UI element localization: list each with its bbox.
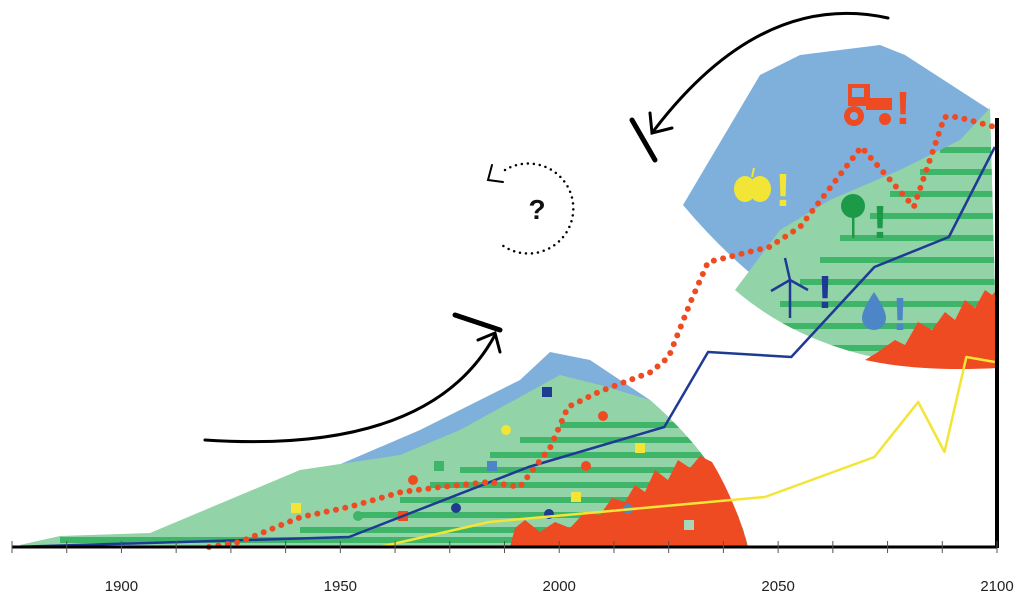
drop-icon: [862, 292, 886, 330]
icon-mark: !: [892, 288, 907, 340]
question-mark: ?: [528, 194, 545, 225]
blob-green: [20, 375, 748, 547]
series-line: [379, 355, 996, 549]
icon-mark: !: [817, 266, 832, 318]
x-tick-label: 2100: [980, 578, 1013, 595]
icon-mark: !: [872, 196, 887, 248]
turbine-icon: [770, 257, 809, 318]
apple-icon: [734, 167, 771, 202]
x-tick-label: 1900: [105, 578, 138, 595]
plot: [11, 114, 998, 550]
x-tick-label: 2000: [543, 578, 576, 595]
icon-mark: !: [895, 82, 910, 134]
arrows: [203, 11, 890, 444]
series-line: [11, 146, 996, 549]
series-line: [206, 114, 998, 550]
tree-icon: [841, 194, 865, 238]
icon-mark: !: [775, 164, 790, 216]
flame: [865, 290, 997, 369]
tractor-icon: [844, 84, 892, 126]
x-tick-label: 2050: [761, 578, 794, 595]
x-tick-label: 1950: [324, 578, 357, 595]
decor-dots: [291, 387, 694, 530]
